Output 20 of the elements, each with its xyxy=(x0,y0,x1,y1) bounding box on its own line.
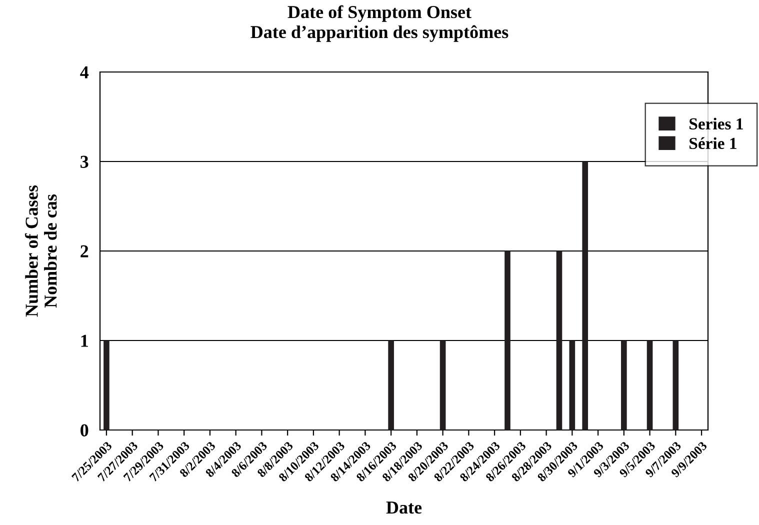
bar xyxy=(556,251,562,430)
bar xyxy=(104,340,110,430)
bar xyxy=(621,340,627,430)
bar xyxy=(569,340,576,430)
chart-title: Date of Symptom Onset xyxy=(288,5,472,22)
y-tick-label: 1 xyxy=(81,334,88,347)
y-tick-label: 2 xyxy=(80,245,88,258)
y-tick-label: 0 xyxy=(80,424,88,436)
bar xyxy=(504,251,510,430)
x-axis-title: Date xyxy=(386,502,422,514)
bar xyxy=(646,340,653,430)
chart-subtitle: Date d’apparition des symptômes xyxy=(250,25,508,42)
bar xyxy=(582,162,588,430)
bar xyxy=(388,340,394,430)
y-axis-title: Number of Cases Nombre de cas xyxy=(24,185,57,317)
bar xyxy=(672,340,679,430)
legend-label: Series 1 Série 1 xyxy=(690,118,743,150)
y-tick-label: 3 xyxy=(80,156,88,168)
bar xyxy=(440,340,446,430)
y-tick-label: 4 xyxy=(80,66,89,78)
